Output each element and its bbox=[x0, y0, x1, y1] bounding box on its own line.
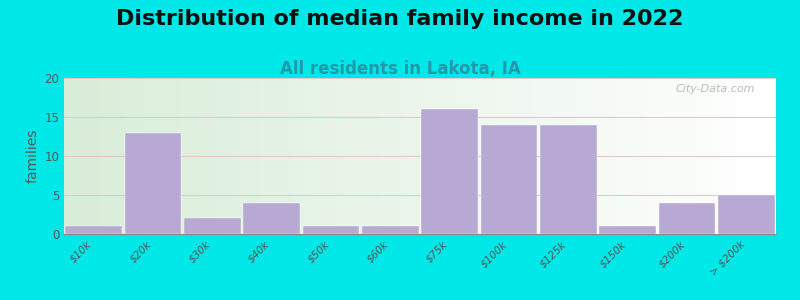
Y-axis label: families: families bbox=[26, 129, 40, 183]
Text: City-Data.com: City-Data.com bbox=[675, 84, 754, 94]
Bar bbox=[184, 218, 241, 234]
Bar bbox=[125, 133, 181, 234]
Bar bbox=[481, 125, 537, 234]
Text: All residents in Lakota, IA: All residents in Lakota, IA bbox=[280, 60, 520, 78]
Bar bbox=[66, 226, 122, 234]
Bar bbox=[422, 109, 478, 234]
Bar bbox=[718, 195, 774, 234]
Bar bbox=[243, 203, 300, 234]
Bar bbox=[659, 203, 715, 234]
Bar bbox=[540, 125, 597, 234]
Text: Distribution of median family income in 2022: Distribution of median family income in … bbox=[116, 9, 684, 29]
Bar bbox=[599, 226, 656, 234]
Bar bbox=[362, 226, 418, 234]
Bar bbox=[303, 226, 359, 234]
